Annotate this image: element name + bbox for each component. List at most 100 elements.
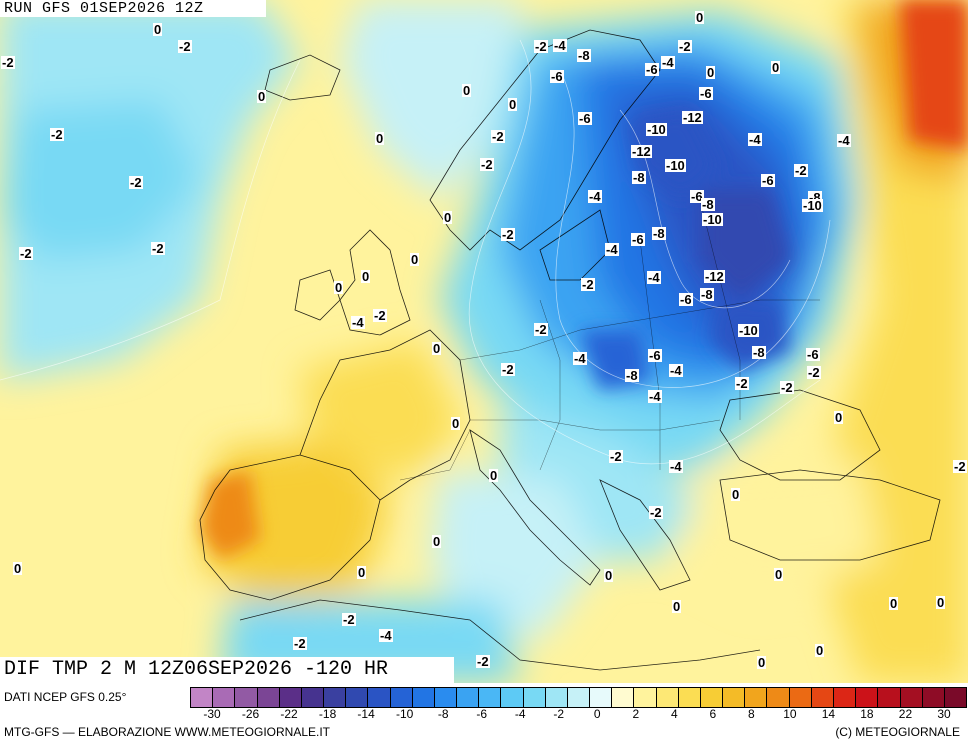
color-scale-tick-label: 14: [821, 707, 836, 721]
contour-value-label: -4: [748, 132, 762, 147]
contour-value-label: -2: [649, 505, 663, 520]
contour-value-label: -10: [702, 212, 723, 227]
color-scale-tick-label: 30: [937, 707, 951, 721]
contour-value-label: -10: [802, 198, 823, 213]
contour-value-label: -8: [577, 48, 591, 63]
color-scale-swatch: [590, 688, 613, 707]
contour-value-label: 0: [257, 89, 267, 104]
contour-value-label: -2: [293, 636, 307, 651]
contour-value-label: -8: [625, 368, 639, 383]
contour-value-label: 0: [410, 252, 420, 267]
contour-value-label: -2: [501, 362, 515, 377]
contour-value-label: 0: [757, 655, 767, 670]
run-label: RUN GFS 01SEP2026 12Z: [4, 0, 204, 17]
contour-value-label: -4: [661, 55, 675, 70]
color-scale-swatch: [811, 688, 834, 707]
contour-value-label: 0: [432, 341, 442, 356]
color-scale-swatch: [235, 688, 258, 707]
color-scale-tick-label: 6: [709, 707, 717, 721]
contour-value-label: -2: [501, 227, 515, 242]
color-scale-swatch: [900, 688, 923, 707]
contour-value-label: 0: [361, 269, 371, 284]
footer-credit: MTG-GFS — ELABORAZIONE WWW.METEOGIORNALE…: [4, 725, 331, 739]
color-scale-tick-label: 4: [670, 707, 678, 721]
color-scale-tick-label: -14: [357, 707, 375, 721]
temperature-anomaly-map: [0, 0, 968, 683]
color-scale-swatch: [501, 688, 524, 707]
contour-value-label: -10: [738, 323, 759, 338]
contour-value-label: -4: [379, 628, 393, 643]
color-scale-swatch: [324, 688, 347, 707]
color-scale-swatch: [723, 688, 746, 707]
color-scale-swatch: [368, 688, 391, 707]
color-scale-swatch: [523, 688, 546, 707]
contour-value-label: 0: [153, 22, 163, 37]
contour-value-label: -4: [588, 189, 602, 204]
contour-value-label: -2: [534, 322, 548, 337]
contour-value-label: -12: [631, 144, 652, 159]
data-source-label: DATI NCEP GFS 0.25°: [4, 690, 127, 704]
color-scale-tick-label: -18: [318, 707, 337, 721]
contour-value-label: 0: [771, 60, 781, 75]
contour-value-label: -4: [648, 389, 662, 404]
color-scale-swatch: [678, 688, 701, 707]
color-scale-tick-label: -4: [514, 707, 526, 721]
contour-value-label: 0: [774, 567, 784, 582]
color-scale-swatch: [279, 688, 302, 707]
color-scale-tick-label: -30: [203, 707, 221, 721]
contour-value-label: -12: [682, 110, 703, 125]
contour-value-label: -2: [476, 654, 490, 669]
color-scale-swatch: [767, 688, 790, 707]
color-scale-swatch: [457, 688, 480, 707]
contour-value-label: 0: [604, 568, 614, 583]
contour-value-label: 0: [432, 534, 442, 549]
contour-value-label: 0: [508, 97, 518, 112]
color-scale-tick-label: -2: [553, 707, 565, 721]
contour-value-label: -4: [669, 459, 683, 474]
color-scale-tick-label: 0: [593, 707, 601, 721]
contour-value-label: -8: [700, 287, 714, 302]
contour-value-label: -4: [351, 315, 365, 330]
contour-value-label: -6: [578, 111, 592, 126]
color-scale-swatch: [922, 688, 945, 707]
contour-value-label: -2: [480, 157, 494, 172]
color-scale-tick-label: -26: [241, 707, 260, 721]
contour-value-label: -6: [648, 348, 662, 363]
contour-value-label: -2: [735, 376, 749, 391]
color-scale-swatch: [878, 688, 901, 707]
contour-value-label: -6: [631, 232, 645, 247]
contour-value-label: -4: [837, 133, 851, 148]
contour-value-label: 0: [731, 487, 741, 502]
color-scale-tick-label: -8: [437, 707, 449, 721]
color-scale-swatch: [656, 688, 679, 707]
contour-value-label: -2: [780, 380, 794, 395]
contour-value-label: -2: [151, 241, 165, 256]
color-scale-tick-label: 2: [632, 707, 640, 721]
contour-value-label: -10: [665, 158, 686, 173]
color-scale-tick-label: 22: [898, 707, 913, 721]
color-scale-swatch: [545, 688, 568, 707]
contour-value-label: -2: [491, 129, 505, 144]
contour-value-label: 0: [451, 416, 461, 431]
contour-value-label: -2: [609, 449, 623, 464]
contour-value-label: 0: [695, 10, 705, 25]
contour-value-label: 0: [375, 131, 385, 146]
color-scale-swatch: [612, 688, 635, 707]
contour-value-label: -2: [581, 277, 595, 292]
contour-value-label: -6: [806, 347, 820, 362]
color-scale-swatch: [856, 688, 879, 707]
color-scale-swatch: [479, 688, 502, 707]
contour-value-label: -2: [807, 365, 821, 380]
contour-value-label: -4: [553, 38, 567, 53]
color-scale-tick-label: 10: [783, 707, 797, 721]
contour-value-label: 0: [672, 599, 682, 614]
color-scale-swatch: [301, 688, 325, 707]
color-scale-swatch: [346, 688, 369, 707]
color-scale-tick-label: -22: [280, 707, 298, 721]
contour-value-label: 0: [13, 561, 23, 576]
color-scale-swatch: [390, 688, 413, 707]
contour-value-label: -8: [752, 345, 766, 360]
color-scale-swatch: [833, 688, 857, 707]
contour-value-label: -2: [129, 175, 143, 190]
contour-value-label: -2: [342, 612, 356, 627]
